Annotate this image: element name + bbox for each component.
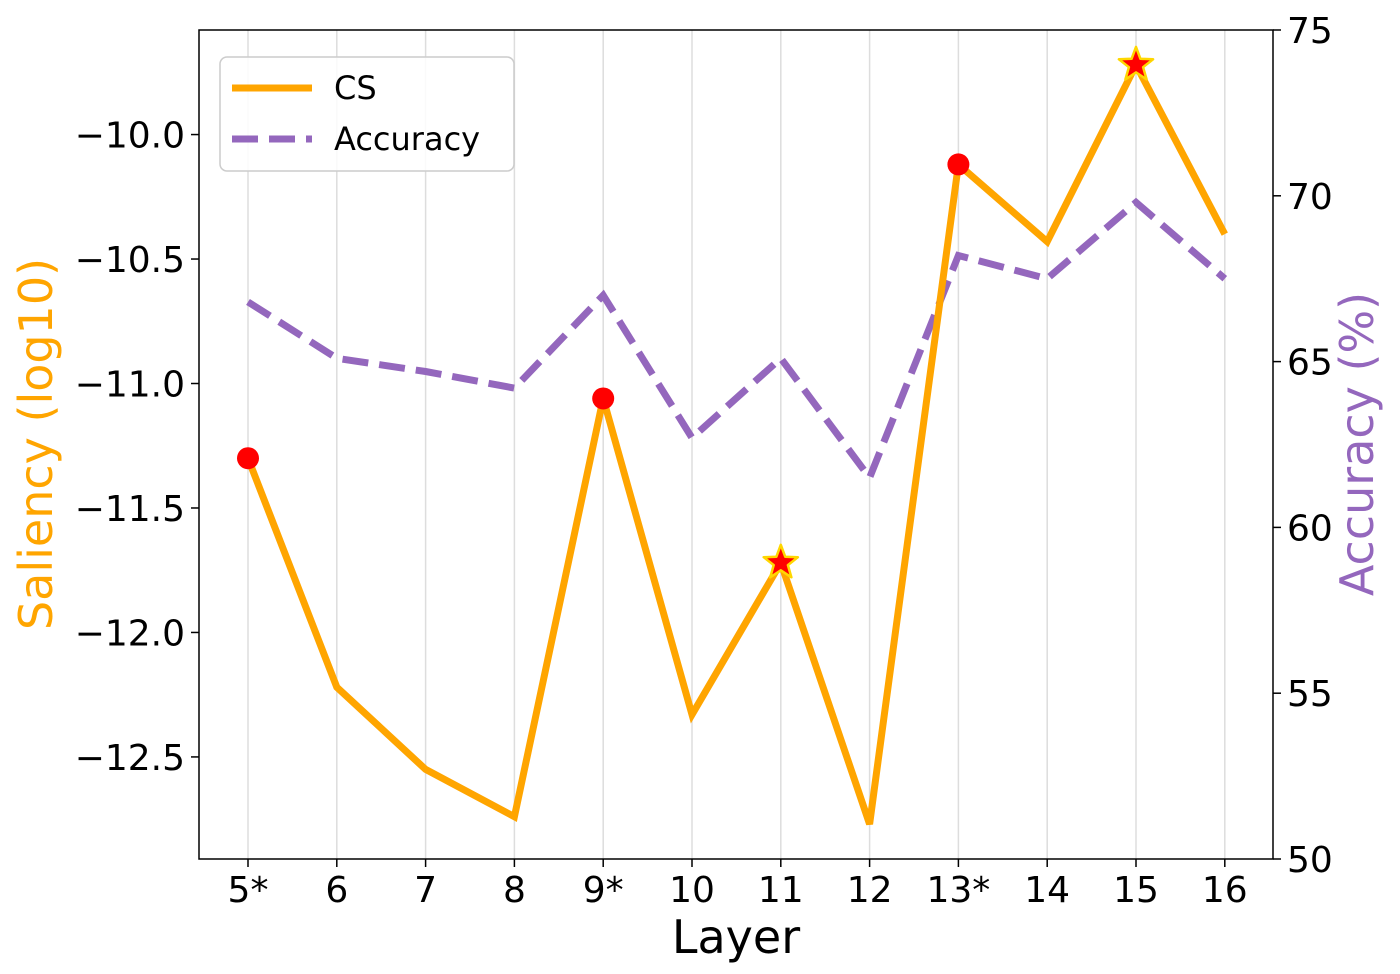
left-y-tick-label: −11.5 bbox=[75, 489, 185, 530]
highlight-circle-marker bbox=[592, 387, 615, 410]
right-y-axis: 50 55 60 65 70 75 bbox=[1273, 11, 1333, 881]
left-y-axis: −10.0 −10.5 −11.0 −11.5 −12.0 −12.5 bbox=[75, 116, 199, 779]
x-tick-label: 10 bbox=[669, 870, 715, 911]
data-markers bbox=[237, 45, 1155, 579]
x-tick-label: 16 bbox=[1202, 870, 1248, 911]
right-y-tick-label: 70 bbox=[1287, 177, 1333, 218]
x-tick-label: 11 bbox=[758, 870, 804, 911]
highlight-star-marker bbox=[762, 543, 800, 579]
x-tick-label: 5* bbox=[228, 870, 269, 911]
right-y-tick-label: 50 bbox=[1287, 840, 1333, 881]
x-tick-label: 14 bbox=[1024, 870, 1070, 911]
left-y-tick-label: −12.5 bbox=[75, 738, 185, 779]
series-line-accuracy bbox=[246, 197, 1228, 485]
x-tick-label: 12 bbox=[847, 870, 893, 911]
highlight-circle-marker bbox=[237, 447, 259, 470]
series-line-cs bbox=[244, 57, 1228, 826]
legend-label-cs: CS bbox=[334, 69, 377, 107]
plot-area-frame bbox=[198, 29, 1274, 860]
x-tick-label: 9* bbox=[583, 870, 624, 911]
left-y-axis-title: Saliency (log10) bbox=[9, 258, 63, 630]
x-axis-title: Layer bbox=[672, 910, 800, 964]
left-y-tick-label: −12.0 bbox=[75, 613, 185, 654]
right-y-tick-label: 65 bbox=[1287, 343, 1333, 384]
right-y-tick-label: 55 bbox=[1287, 674, 1333, 715]
left-y-tick-label: −10.5 bbox=[75, 240, 185, 281]
x-tick-label: 7 bbox=[414, 870, 437, 911]
x-tick-label: 15 bbox=[1113, 870, 1159, 911]
left-y-tick-label: −10.0 bbox=[75, 116, 185, 157]
right-y-tick-label: 60 bbox=[1287, 508, 1333, 549]
x-tick-label: 8 bbox=[503, 870, 526, 911]
legend: CS Accuracy bbox=[219, 56, 515, 172]
x-axis: 5* 6 7 8 9* 10 11 12 13* 14 15 16 bbox=[228, 859, 1248, 911]
data-lines bbox=[244, 57, 1228, 826]
legend-label-accuracy: Accuracy bbox=[334, 120, 480, 158]
highlight-circle-marker bbox=[947, 153, 970, 176]
left-y-tick-label: −11.0 bbox=[75, 365, 185, 406]
x-tick-label: 13* bbox=[926, 870, 990, 911]
highlight-star-marker bbox=[1117, 45, 1155, 81]
right-y-axis-title: Accuracy (%) bbox=[1330, 292, 1384, 596]
x-tick-label: 6 bbox=[325, 870, 348, 911]
right-y-tick-label: 75 bbox=[1287, 11, 1333, 52]
